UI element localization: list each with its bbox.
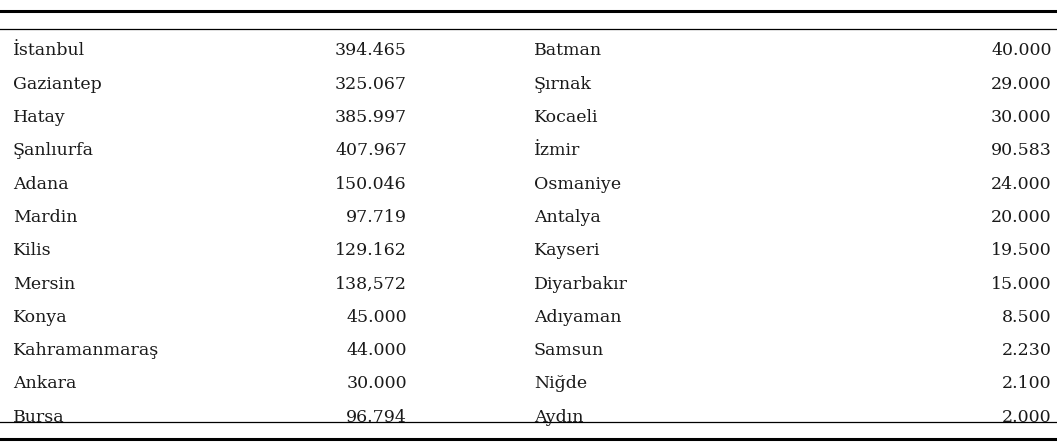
Text: 138,572: 138,572 — [335, 275, 407, 293]
Text: Kilis: Kilis — [13, 242, 52, 259]
Text: Hatay: Hatay — [13, 109, 66, 126]
Text: 407.967: 407.967 — [335, 142, 407, 160]
Text: Bursa: Bursa — [13, 409, 64, 426]
Text: İzmir: İzmir — [534, 142, 580, 160]
Text: 24.000: 24.000 — [991, 176, 1052, 193]
Text: Aydın: Aydın — [534, 409, 583, 426]
Text: Şanlıurfa: Şanlıurfa — [13, 142, 94, 160]
Text: Batman: Batman — [534, 42, 601, 59]
Text: 394.465: 394.465 — [335, 42, 407, 59]
Text: Adıyaman: Adıyaman — [534, 309, 622, 326]
Text: Diyarbakır: Diyarbakır — [534, 275, 628, 293]
Text: 90.583: 90.583 — [990, 142, 1052, 160]
Text: Kocaeli: Kocaeli — [534, 109, 598, 126]
Text: 2.100: 2.100 — [1002, 375, 1052, 392]
Text: Samsun: Samsun — [534, 342, 604, 359]
Text: 30.000: 30.000 — [991, 109, 1052, 126]
Text: 29.000: 29.000 — [991, 76, 1052, 93]
Text: 30.000: 30.000 — [347, 375, 407, 392]
Text: 2.000: 2.000 — [1002, 409, 1052, 426]
Text: Kahramanmaraş: Kahramanmaraş — [13, 342, 159, 359]
Text: 150.046: 150.046 — [335, 176, 407, 193]
Text: 20.000: 20.000 — [991, 209, 1052, 226]
Text: 97.719: 97.719 — [346, 209, 407, 226]
Text: Gaziantep: Gaziantep — [13, 76, 101, 93]
Text: İstanbul: İstanbul — [13, 42, 85, 59]
Text: 385.997: 385.997 — [335, 109, 407, 126]
Text: 19.500: 19.500 — [991, 242, 1052, 259]
Text: 45.000: 45.000 — [347, 309, 407, 326]
Text: 325.067: 325.067 — [335, 76, 407, 93]
Text: 15.000: 15.000 — [991, 275, 1052, 293]
Text: 129.162: 129.162 — [335, 242, 407, 259]
Text: Mardin: Mardin — [13, 209, 77, 226]
Text: Niğde: Niğde — [534, 375, 587, 392]
Text: 44.000: 44.000 — [347, 342, 407, 359]
Text: Adana: Adana — [13, 176, 69, 193]
Text: 8.500: 8.500 — [1002, 309, 1052, 326]
Text: Mersin: Mersin — [13, 275, 75, 293]
Text: 96.794: 96.794 — [346, 409, 407, 426]
Text: Konya: Konya — [13, 309, 68, 326]
Text: Antalya: Antalya — [534, 209, 600, 226]
Text: 2.230: 2.230 — [1002, 342, 1052, 359]
Text: Osmaniye: Osmaniye — [534, 176, 620, 193]
Text: Kayseri: Kayseri — [534, 242, 600, 259]
Text: 40.000: 40.000 — [991, 42, 1052, 59]
Text: Ankara: Ankara — [13, 375, 76, 392]
Text: Şırnak: Şırnak — [534, 76, 592, 93]
